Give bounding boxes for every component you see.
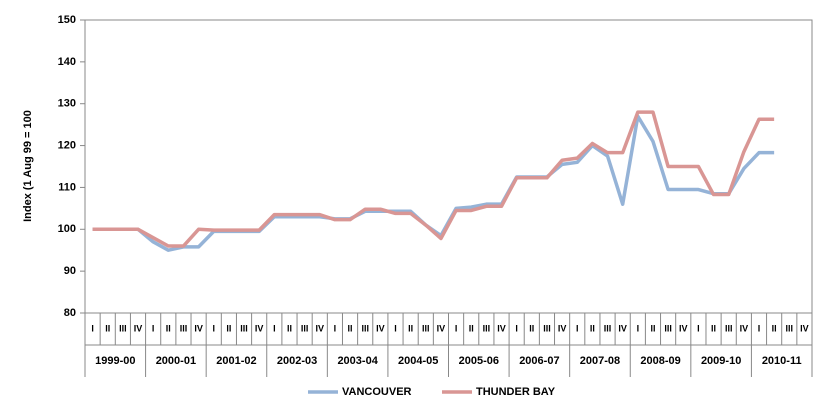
group-label: 2009-10 <box>701 355 741 367</box>
x-tick-label: II <box>226 323 231 333</box>
x-tick-label: IV <box>316 323 325 333</box>
x-tick-label: IV <box>255 323 264 333</box>
x-tick-label: I <box>152 323 155 333</box>
x-tick-label: II <box>348 323 353 333</box>
x-tick-label: IV <box>134 323 143 333</box>
plot-area <box>84 19 813 314</box>
group-label: 2005-06 <box>459 355 499 367</box>
x-tick-label: II <box>408 323 413 333</box>
x-tick-label: IV <box>194 323 203 333</box>
x-tick-label: III <box>664 323 672 333</box>
y-tick-label: 120 <box>58 139 76 151</box>
group-label: 2007-08 <box>580 355 620 367</box>
x-tick-label: III <box>361 323 369 333</box>
x-tick-label: IV <box>618 323 627 333</box>
y-tick-label: 90 <box>64 265 76 277</box>
x-tick-label: I <box>91 323 94 333</box>
x-tick-label: IV <box>376 323 385 333</box>
x-tick-label: III <box>604 323 612 333</box>
x-tick-label: I <box>273 323 276 333</box>
x-tick-label: III <box>483 323 491 333</box>
x-tick-label: II <box>590 323 595 333</box>
x-tick-label: I <box>637 323 640 333</box>
x-tick-label: IV <box>558 323 567 333</box>
group-label: 2000-01 <box>156 355 196 367</box>
x-tick-label: I <box>212 323 215 333</box>
x-tick-label: IV <box>437 323 446 333</box>
y-tick-label: 150 <box>58 14 76 26</box>
x-tick-label: IV <box>679 323 688 333</box>
x-tick-label: II <box>772 323 777 333</box>
group-label: 2010-11 <box>762 355 802 367</box>
group-label: 2008-09 <box>640 355 680 367</box>
group-label: 1999-00 <box>95 355 135 367</box>
x-tick-label: II <box>287 323 292 333</box>
x-tick-label: I <box>394 323 397 333</box>
x-tick-label: III <box>786 323 794 333</box>
x-tick-label: I <box>455 323 458 333</box>
x-tick-label: I <box>758 323 761 333</box>
y-axis-label: Index (1 Aug 99 = 100 <box>22 110 34 222</box>
x-tick-label: III <box>240 323 248 333</box>
legend-label: VANCOUVER <box>342 386 412 398</box>
x-tick-label: IV <box>740 323 749 333</box>
x-tick-label: III <box>180 323 188 333</box>
group-label: 2003-04 <box>337 355 378 367</box>
group-label: 2006-07 <box>519 355 559 367</box>
x-tick-label: II <box>529 323 534 333</box>
group-label: 2002-03 <box>277 355 317 367</box>
x-tick-label: I <box>515 323 518 333</box>
y-tick-label: 80 <box>64 307 76 319</box>
x-tick-label: III <box>301 323 309 333</box>
y-tick-label: 140 <box>58 56 76 68</box>
group-label: 2001-02 <box>216 355 256 367</box>
x-tick-label: II <box>711 323 716 333</box>
x-tick-label: IV <box>800 323 809 333</box>
y-tick-label: 100 <box>58 223 76 235</box>
group-label: 2004-05 <box>398 355 438 367</box>
x-tick-label: I <box>697 323 700 333</box>
x-tick-label: III <box>119 323 127 333</box>
x-tick-label: II <box>105 323 110 333</box>
series-line <box>92 110 775 248</box>
y-tick-label: 130 <box>58 98 76 110</box>
x-tick-label: III <box>543 323 551 333</box>
legend-label: THUNDER BAY <box>476 386 556 398</box>
x-tick-label: III <box>725 323 733 333</box>
x-tick-label: III <box>422 323 430 333</box>
x-tick-label: II <box>166 323 171 333</box>
x-tick-label: IV <box>497 323 506 333</box>
x-tick-label: II <box>469 323 474 333</box>
x-tick-label: I <box>334 323 337 333</box>
y-tick-label: 110 <box>58 181 76 193</box>
x-tick-label: I <box>576 323 579 333</box>
x-tick-label: II <box>650 323 655 333</box>
